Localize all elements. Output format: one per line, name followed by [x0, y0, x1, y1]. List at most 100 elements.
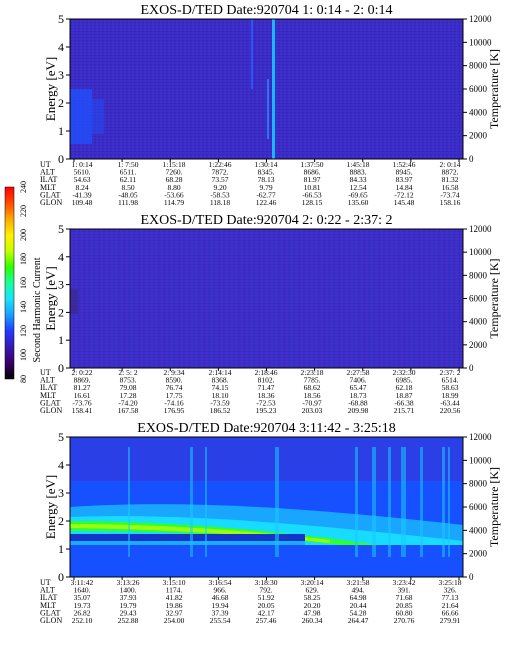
table-cell: 8753.: [120, 376, 137, 385]
table-cell: 2: 5: 2: [118, 368, 137, 377]
colorbar-tick-label: 200: [19, 229, 28, 241]
y2-tick-label: 8000: [469, 270, 488, 280]
lower-band: [70, 534, 305, 541]
y-tick-label: 3: [58, 278, 64, 292]
table-cell: 19.73: [74, 601, 91, 610]
low-energy-patch-edge: [92, 99, 104, 134]
bottom-region: [70, 545, 463, 577]
table-cell: 65.47: [350, 383, 367, 392]
table-cell: 2: 0:14: [439, 160, 460, 169]
table-row-label: ILAT: [40, 175, 57, 184]
table-cell: 257.46: [256, 616, 277, 625]
table-cell: 1:22:46: [209, 160, 232, 169]
table-cell: 195.23: [256, 406, 277, 415]
table-cell: 68.28: [166, 175, 183, 184]
table-cell: 203.03: [302, 406, 323, 415]
table-cell: -74.16: [164, 398, 184, 407]
y2-tick-label: 4000: [469, 317, 488, 327]
table-cell: -68.88: [348, 398, 368, 407]
colorbar-tick-label: 80: [19, 375, 28, 383]
table-cell: 64.98: [350, 593, 367, 602]
table-cell: 6985.: [396, 376, 413, 385]
table-cell: 3:15:10: [163, 578, 186, 587]
table-cell: 68.62: [304, 383, 321, 392]
table-cell: 1:37:50: [301, 160, 324, 169]
vertical-spike: [251, 19, 253, 89]
y-tick-label: 3: [58, 486, 64, 500]
annotation-table: UT 3:11:42 3:13:26 3:15:10 3:16:54 3:18:30 3:2…: [40, 578, 462, 625]
colorbar-label: Second Harmonic Current: [32, 257, 43, 362]
table-cell: 81.32: [442, 175, 459, 184]
table-cell: 8590.: [166, 376, 183, 385]
y-tick-label: 2: [58, 96, 64, 110]
table-cell: 20.05: [258, 601, 275, 610]
table-cell: 76.74: [166, 383, 183, 392]
y2-axis-label: Temperature [K]: [487, 467, 501, 547]
table-cell: 122.46: [256, 198, 277, 207]
table-cell: 215.71: [394, 406, 415, 415]
table-cell: 1: 7:50: [117, 160, 138, 169]
table-cell: 83.97: [396, 175, 413, 184]
table-cell: 264.47: [348, 616, 369, 625]
y-tick-label: 4: [58, 458, 64, 472]
table-cell: 37.39: [212, 608, 229, 617]
table-cell: 3:11:42: [71, 578, 94, 587]
table-cell: 17.75: [166, 391, 183, 400]
colorbar-tick-label: 120: [19, 325, 28, 337]
y2-axis-label: Temperature [K]: [487, 49, 501, 129]
table-cell: 2:27:58: [347, 368, 370, 377]
vertical-spike: [420, 447, 423, 557]
resonance-core: [70, 524, 330, 543]
table-cell: 47.98: [304, 608, 321, 617]
colorbar: 80 100 120 140 160 180 200 220 240 Second Harmoni…: [4, 181, 43, 383]
table-cell: 1:15:18: [163, 160, 186, 169]
y2-tick-label: 4000: [469, 107, 488, 117]
table-row-label: ALT: [40, 168, 55, 177]
table-cell: 792.: [259, 586, 272, 595]
vertical-spike: [355, 447, 358, 557]
table-cell: 3:23:42: [393, 578, 416, 587]
table-cell: 19.79: [120, 601, 137, 610]
table-cell: 18.36: [258, 391, 275, 400]
y-tick-label: 1: [58, 333, 64, 347]
y2-tick-label: 0: [469, 154, 474, 164]
table-cell: -74.20: [118, 398, 138, 407]
table-cell: 391.: [397, 586, 410, 595]
plot-area: [70, 437, 463, 577]
table-cell: 209.98: [348, 406, 369, 415]
table-cell: 629.: [305, 586, 318, 595]
table-cell: -48.05: [118, 190, 138, 199]
table-cell: 3:13:26: [117, 578, 140, 587]
y2-tick-label: 8000: [469, 479, 488, 489]
table-cell: 54.28: [350, 608, 367, 617]
panel-1: EXOS-D/TED Date:920704 1: 0:14 - 2: 0:14…: [40, 3, 501, 207]
y2-tick-label: 0: [469, 572, 474, 582]
table-cell: 84.33: [350, 175, 367, 184]
table-cell: 29.43: [120, 608, 137, 617]
table-cell: -72.53: [256, 398, 276, 407]
table-cell: -41.39: [72, 190, 92, 199]
y-tick-label: 5: [58, 222, 64, 236]
table-cell: 1:30:14: [255, 160, 278, 169]
table-row-label: MLT: [40, 601, 56, 610]
vertical-spike: [275, 447, 279, 557]
table-cell: 78.13: [258, 175, 275, 184]
table-row-label: GLAT: [40, 190, 61, 199]
heatmap-background: [70, 229, 463, 368]
table-cell: -72.12: [394, 190, 414, 199]
table-row-label: ILAT: [40, 593, 57, 602]
table-cell: -73.74: [440, 190, 460, 199]
y-tick-label: 0: [58, 152, 64, 166]
heatmap-background: [70, 19, 463, 159]
table-cell: 7260.: [166, 168, 183, 177]
table-row-label: ALT: [40, 586, 55, 595]
table-cell: 270.76: [394, 616, 415, 625]
table-cell: 41.82: [166, 593, 183, 602]
annotation-table: UT 1: 0:14 1: 7:50 1:15:18 1:22:46 1:30:14 1:3…: [40, 160, 461, 207]
table-cell: 12.54: [350, 183, 367, 192]
table-cell: 35.07: [74, 593, 91, 602]
table-cell: 279.91: [440, 616, 461, 625]
table-cell: 3:16:54: [209, 578, 232, 587]
table-cell: 255.54: [210, 616, 231, 625]
